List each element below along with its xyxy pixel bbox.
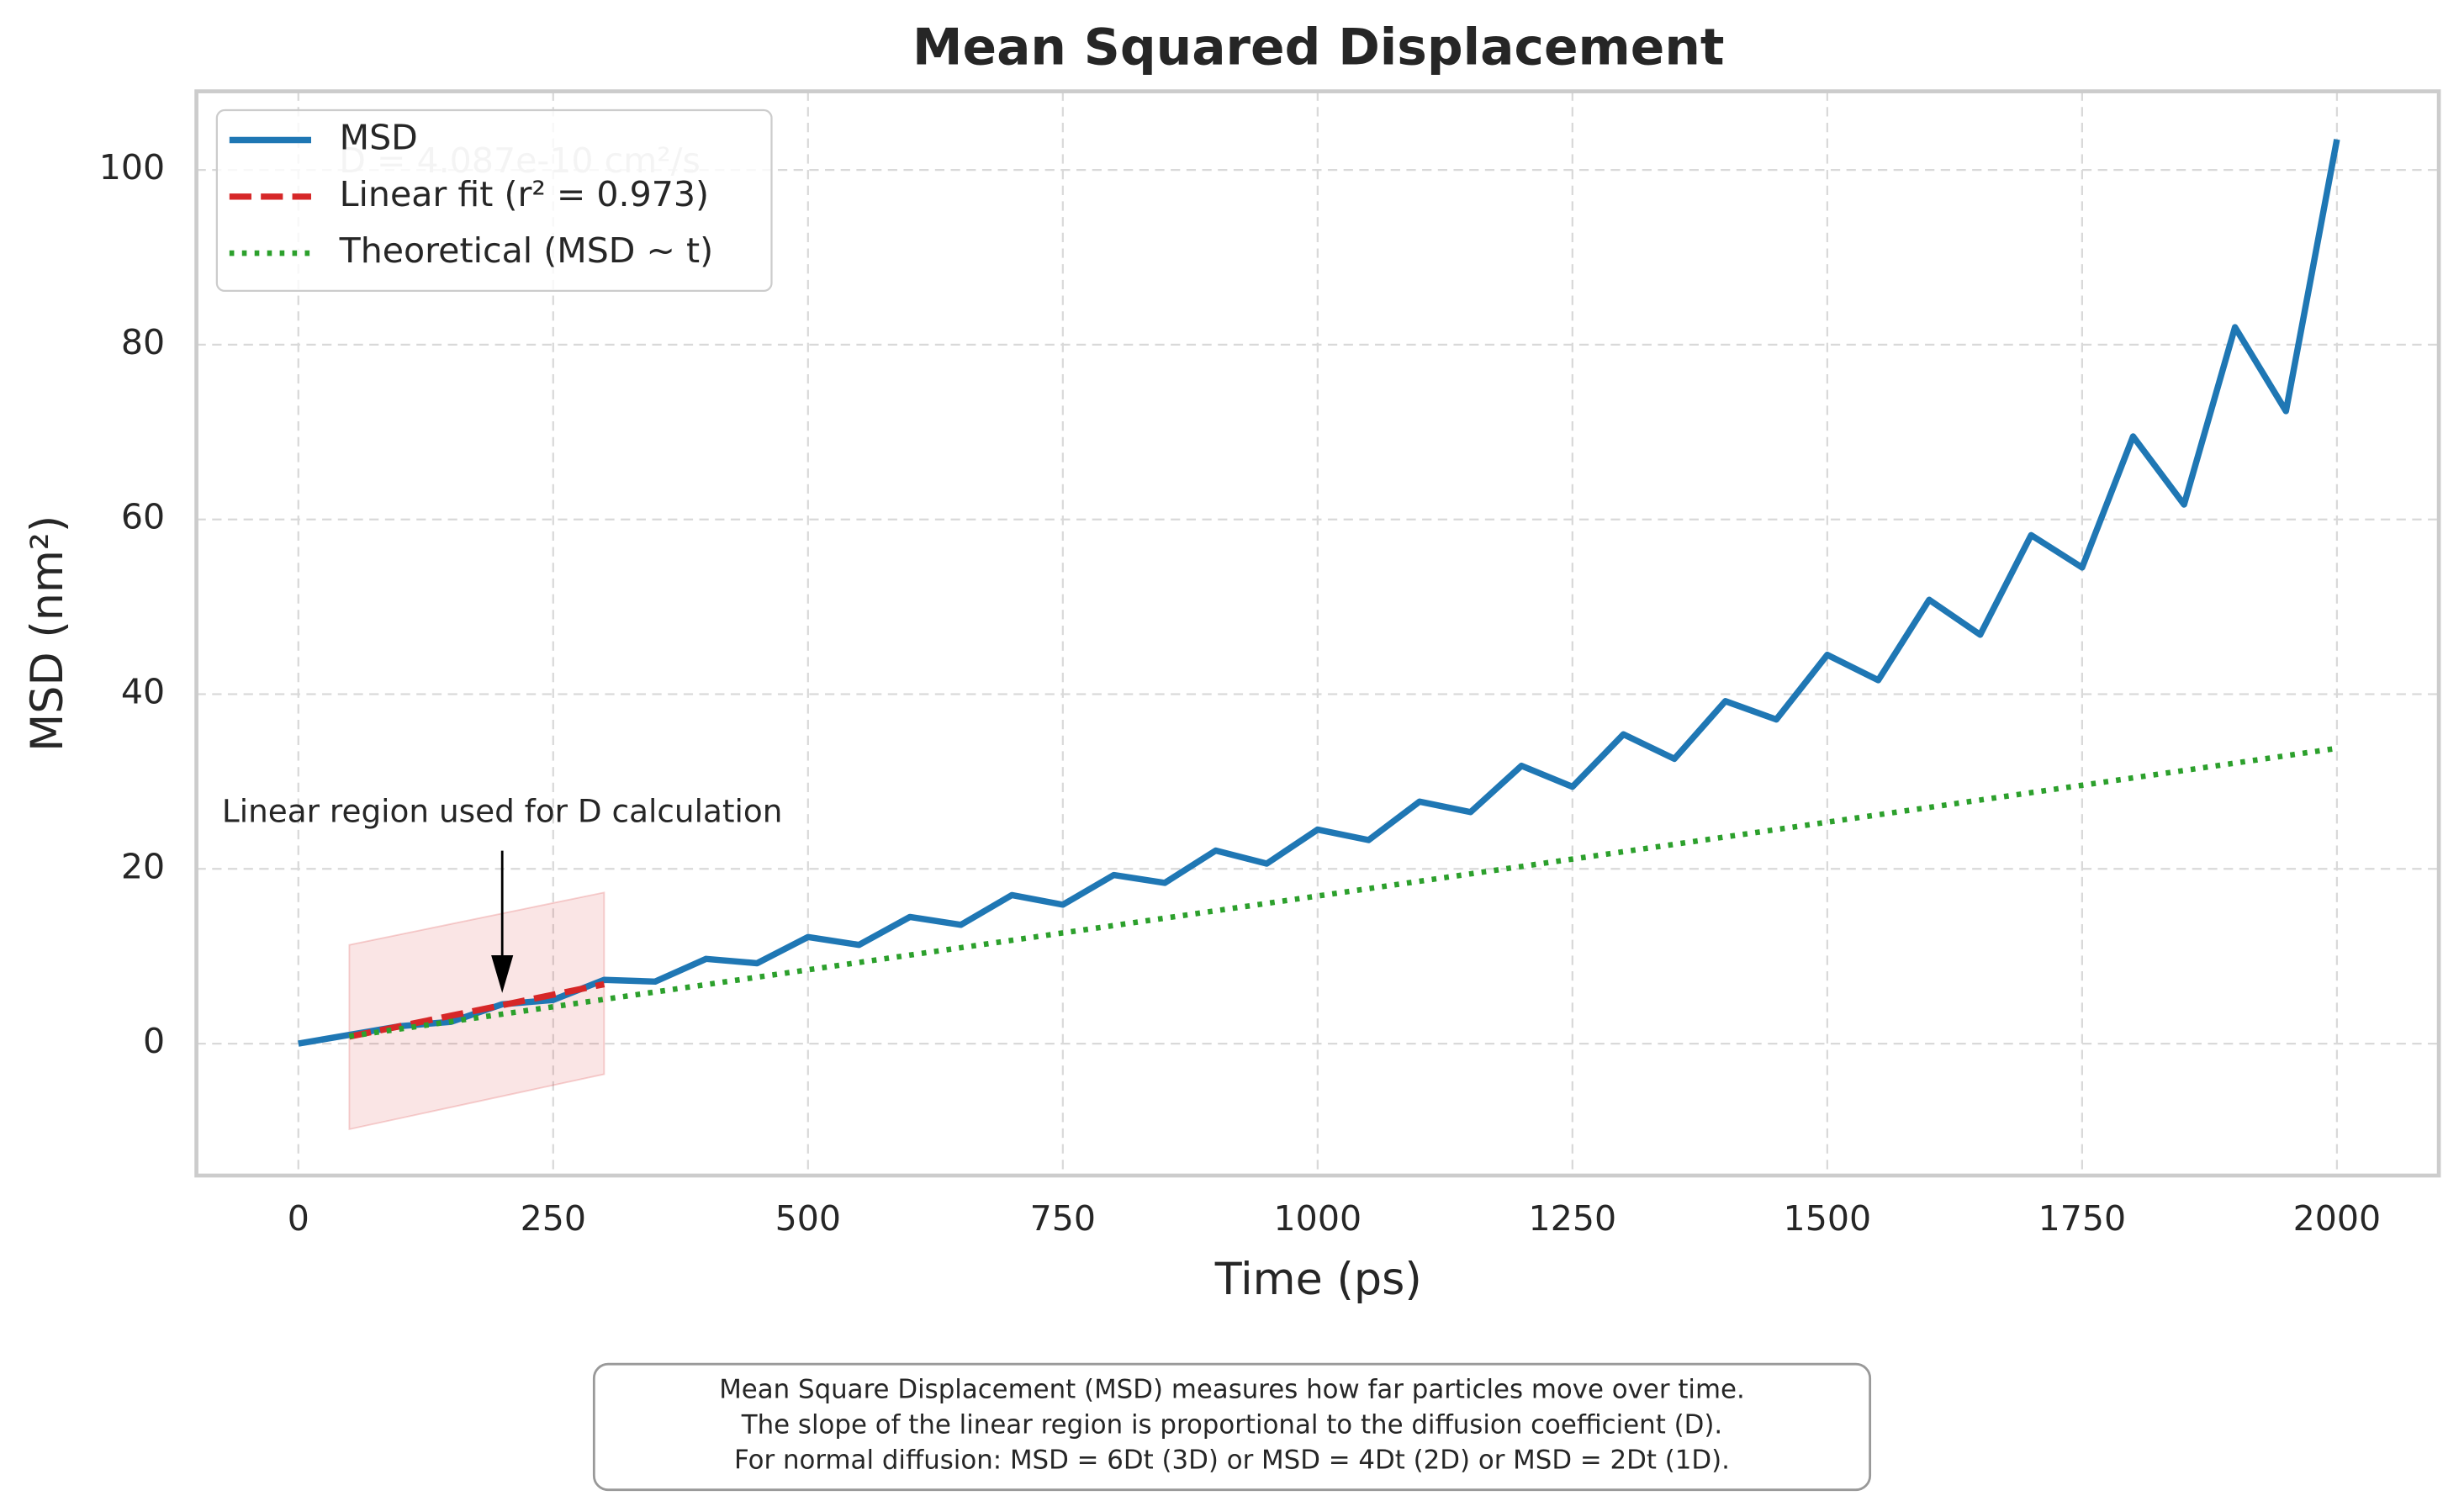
x-tick-label: 1750: [2038, 1198, 2127, 1239]
x-tick-label: 500: [775, 1198, 841, 1239]
note-line: The slope of the linear region is propor…: [741, 1410, 1722, 1440]
y-tick-label: 60: [121, 497, 165, 537]
y-tick-label: 80: [121, 322, 165, 362]
note-box: [592, 1362, 1872, 1492]
note-line: For normal diffusion: MSD = 6Dt (3D) or …: [734, 1446, 1730, 1476]
annotation: Linear region used for D calculation: [222, 792, 782, 829]
y-tick-label: 20: [121, 846, 165, 886]
x-tick-label: 2000: [2293, 1198, 2382, 1239]
legend-box: [215, 108, 773, 293]
x-tick-label: 750: [1030, 1198, 1096, 1239]
note-line: Mean Square Displacement (MSD) measures …: [719, 1374, 1745, 1404]
y-tick-label: 0: [143, 1021, 165, 1061]
legend-label: Linear fit (r² = 0.973): [340, 174, 709, 214]
series-line: [348, 980, 605, 1040]
chart-title: Mean Squared Displacement: [912, 19, 1724, 77]
y-tick-label: 100: [99, 147, 165, 188]
series-line: [348, 745, 2338, 1039]
plot-frame: [194, 89, 2441, 1178]
series-line: [298, 139, 2340, 1047]
x-tick-label: 1000: [1274, 1198, 1362, 1239]
arrow-head: [491, 954, 514, 993]
x-tick-label: 1500: [1784, 1198, 1872, 1239]
x-tick-label: 0: [288, 1198, 309, 1239]
legend-label: MSD: [340, 118, 418, 158]
y-tick-label: 40: [121, 671, 165, 711]
y-axis-label: MSD (nm²): [22, 515, 73, 752]
x-axis-label: Time (ps): [1214, 1254, 1422, 1305]
legend-label: Theoretical (MSD ~ t): [339, 230, 714, 271]
x-tick-label: 1250: [1529, 1198, 1617, 1239]
x-tick-label: 250: [521, 1198, 586, 1239]
